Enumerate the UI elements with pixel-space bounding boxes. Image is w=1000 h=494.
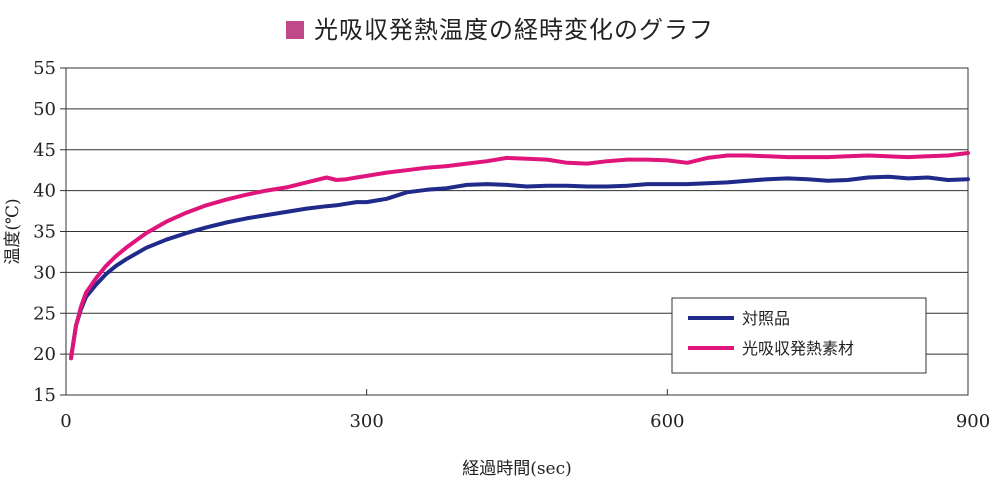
- legend-label: 光吸収発熱素材: [742, 339, 854, 358]
- x-tick-label: 900: [956, 411, 990, 432]
- series-lines: [69, 151, 970, 361]
- y-tick-label: 45: [33, 140, 56, 161]
- y-axis-title: 温度(℃): [3, 198, 23, 264]
- x-tick-label: 600: [650, 411, 684, 432]
- y-tick-label: 25: [33, 303, 56, 324]
- y-tick-label: 20: [33, 344, 56, 365]
- y-tick-label: 40: [33, 181, 56, 202]
- legend-label: 対照品: [742, 309, 790, 328]
- y-tick-label: 35: [33, 222, 56, 243]
- chart-title: 光吸収発熱温度の経時変化のグラフ: [0, 10, 1000, 45]
- y-tick-label: 50: [33, 99, 56, 120]
- x-tick-label: 300: [349, 411, 383, 432]
- title-square-icon: [286, 21, 304, 39]
- x-tick-label: 0: [60, 411, 71, 432]
- y-tick-label: 30: [33, 262, 56, 283]
- y-tick-label: 15: [33, 385, 56, 406]
- legend-box: [671, 297, 927, 374]
- tick-labels: 15 20 25 30 35 40 45 50 55 0 300 600 900: [33, 58, 990, 432]
- x-axis-title: 経過時間(sec): [462, 459, 572, 479]
- series-line: [69, 151, 970, 361]
- chart-title-text: 光吸収発熱温度の経時変化のグラフ: [314, 16, 714, 44]
- series-line: [69, 174, 970, 361]
- y-tick-label: 55: [33, 58, 56, 79]
